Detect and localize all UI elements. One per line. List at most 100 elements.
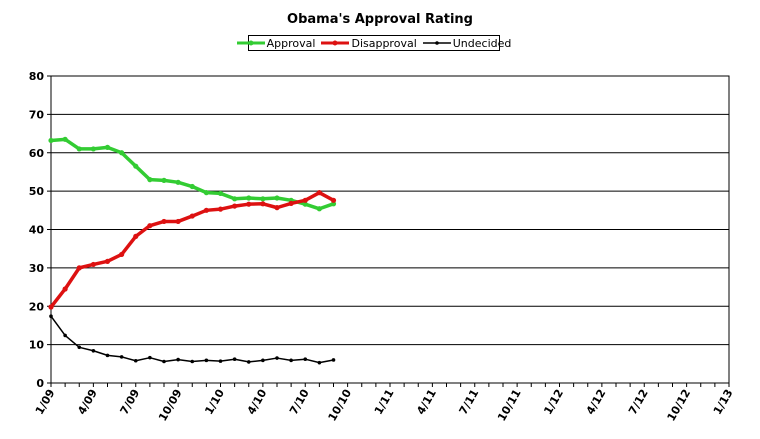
data-point-approval-8	[161, 177, 167, 183]
data-point-undecided-20	[331, 358, 336, 362]
y-tick-label-1: 10	[29, 339, 45, 352]
legend: Approval Disapproval Undecided	[236, 35, 511, 51]
data-point-undecided-7	[148, 355, 152, 360]
x-tick-label-6: 7/10	[287, 387, 312, 417]
legend-swatch-disapproval	[321, 40, 350, 46]
x-tick-label-2: 7/09	[118, 387, 143, 417]
data-point-disapproval-15	[260, 201, 266, 207]
legend-swatch-approval	[236, 40, 265, 46]
data-point-approval-4	[104, 144, 111, 150]
data-point-approval-9	[175, 179, 181, 185]
legend-label-undecided: Undecided	[452, 36, 512, 50]
data-point-disapproval-1	[62, 286, 68, 292]
x-tick-label-15: 10/12	[665, 387, 694, 423]
data-point-approval-2	[76, 146, 82, 152]
y-tick-label-8: 80	[29, 70, 45, 83]
legend-entry-approval: Approval	[236, 36, 316, 50]
data-point-disapproval-16	[274, 205, 280, 211]
data-point-undecided-3	[91, 348, 96, 353]
x-tick-label-9: 4/11	[414, 387, 439, 417]
legend-label-approval: Approval	[266, 36, 316, 50]
data-point-disapproval-10	[189, 213, 195, 219]
x-tick-label-16: 1/13	[711, 387, 736, 417]
data-point-approval-7	[147, 177, 153, 183]
x-tick-label-1: 4/09	[75, 387, 100, 417]
data-point-approval-15	[260, 196, 266, 202]
data-point-approval-6	[133, 163, 139, 169]
data-point-approval-13	[232, 196, 238, 202]
data-point-disapproval-11	[203, 207, 209, 213]
x-tick-label-10: 7/11	[457, 387, 482, 417]
data-point-undecided-1	[63, 333, 67, 338]
data-point-disapproval-4	[104, 258, 111, 264]
data-point-disapproval-17	[288, 200, 294, 207]
y-tick-label-2: 20	[29, 300, 45, 313]
data-point-undecided-2	[77, 345, 82, 350]
data-point-undecided-11	[204, 358, 209, 363]
data-point-disapproval-2	[76, 265, 82, 271]
y-tick-label-6: 60	[29, 147, 45, 160]
legend-swatch-undecided	[422, 41, 451, 45]
series-line-disapproval	[49, 190, 335, 309]
data-point-disapproval-19	[316, 190, 322, 196]
data-point-undecided-17	[289, 358, 293, 363]
x-tick-label-8: 1/11	[372, 387, 397, 417]
data-point-disapproval-18	[302, 197, 308, 203]
legend-label-disapproval: Disapproval	[351, 36, 417, 50]
x-tick-label-11: 10/11	[495, 387, 524, 423]
data-point-disapproval-20	[330, 197, 337, 203]
data-point-undecided-16	[275, 356, 279, 360]
y-tick-label-5: 50	[29, 185, 45, 198]
data-point-approval-19	[316, 206, 322, 212]
x-tick-label-5: 4/10	[245, 387, 270, 417]
data-point-approval-14	[246, 195, 252, 201]
data-point-undecided-15	[261, 358, 265, 363]
x-tick-label-14: 7/12	[626, 387, 651, 417]
y-tick-label-3: 30	[29, 262, 45, 275]
data-point-disapproval-13	[232, 203, 238, 209]
data-point-disapproval-9	[175, 218, 181, 225]
data-point-undecided-5	[119, 355, 124, 359]
x-tick-label-13: 4/12	[584, 387, 609, 417]
chart-title: Obama's Approval Rating	[287, 12, 473, 27]
data-point-disapproval-8	[161, 218, 167, 225]
data-point-undecided-9	[176, 357, 180, 362]
data-point-undecided-10	[190, 359, 195, 364]
data-point-disapproval-12	[217, 206, 224, 212]
y-tick-label-4: 40	[29, 224, 45, 237]
legend-entry-disapproval: Disapproval	[321, 36, 417, 50]
data-point-undecided-8	[162, 359, 166, 364]
data-point-approval-1	[62, 136, 68, 142]
x-tick-label-3: 10/09	[156, 387, 185, 423]
data-point-disapproval-5	[119, 251, 125, 258]
data-point-disapproval-7	[147, 223, 153, 229]
legend-entry-undecided: Undecided	[422, 36, 512, 50]
series-line-undecided	[50, 315, 334, 364]
data-point-undecided-19	[317, 360, 322, 365]
data-point-approval-5	[119, 150, 125, 156]
data-point-undecided-0	[49, 314, 53, 319]
x-tick-label-7: 10/10	[326, 387, 355, 424]
data-point-undecided-6	[133, 358, 138, 363]
data-point-approval-3	[90, 146, 96, 152]
y-tick-label-7: 70	[29, 108, 45, 121]
data-point-disapproval-6	[133, 233, 139, 240]
data-point-undecided-4	[105, 353, 110, 358]
y-tick-label-0: 0	[36, 377, 44, 390]
data-point-approval-16	[274, 195, 280, 201]
data-point-disapproval-14	[246, 201, 252, 207]
x-tick-label-12: 1/12	[541, 387, 566, 417]
x-tick-label-0: 1/09	[33, 387, 58, 417]
data-point-disapproval-3	[90, 261, 96, 268]
data-point-approval-18	[302, 201, 308, 207]
data-point-approval-10	[189, 183, 195, 190]
data-point-approval-11	[203, 190, 209, 196]
data-point-undecided-13	[232, 357, 237, 362]
x-tick-label-4: 1/10	[202, 387, 227, 417]
data-point-undecided-18	[303, 357, 308, 362]
data-point-approval-12	[217, 190, 224, 197]
data-point-approval-0	[48, 137, 54, 144]
data-point-undecided-12	[218, 359, 223, 363]
data-point-disapproval-0	[48, 304, 54, 310]
